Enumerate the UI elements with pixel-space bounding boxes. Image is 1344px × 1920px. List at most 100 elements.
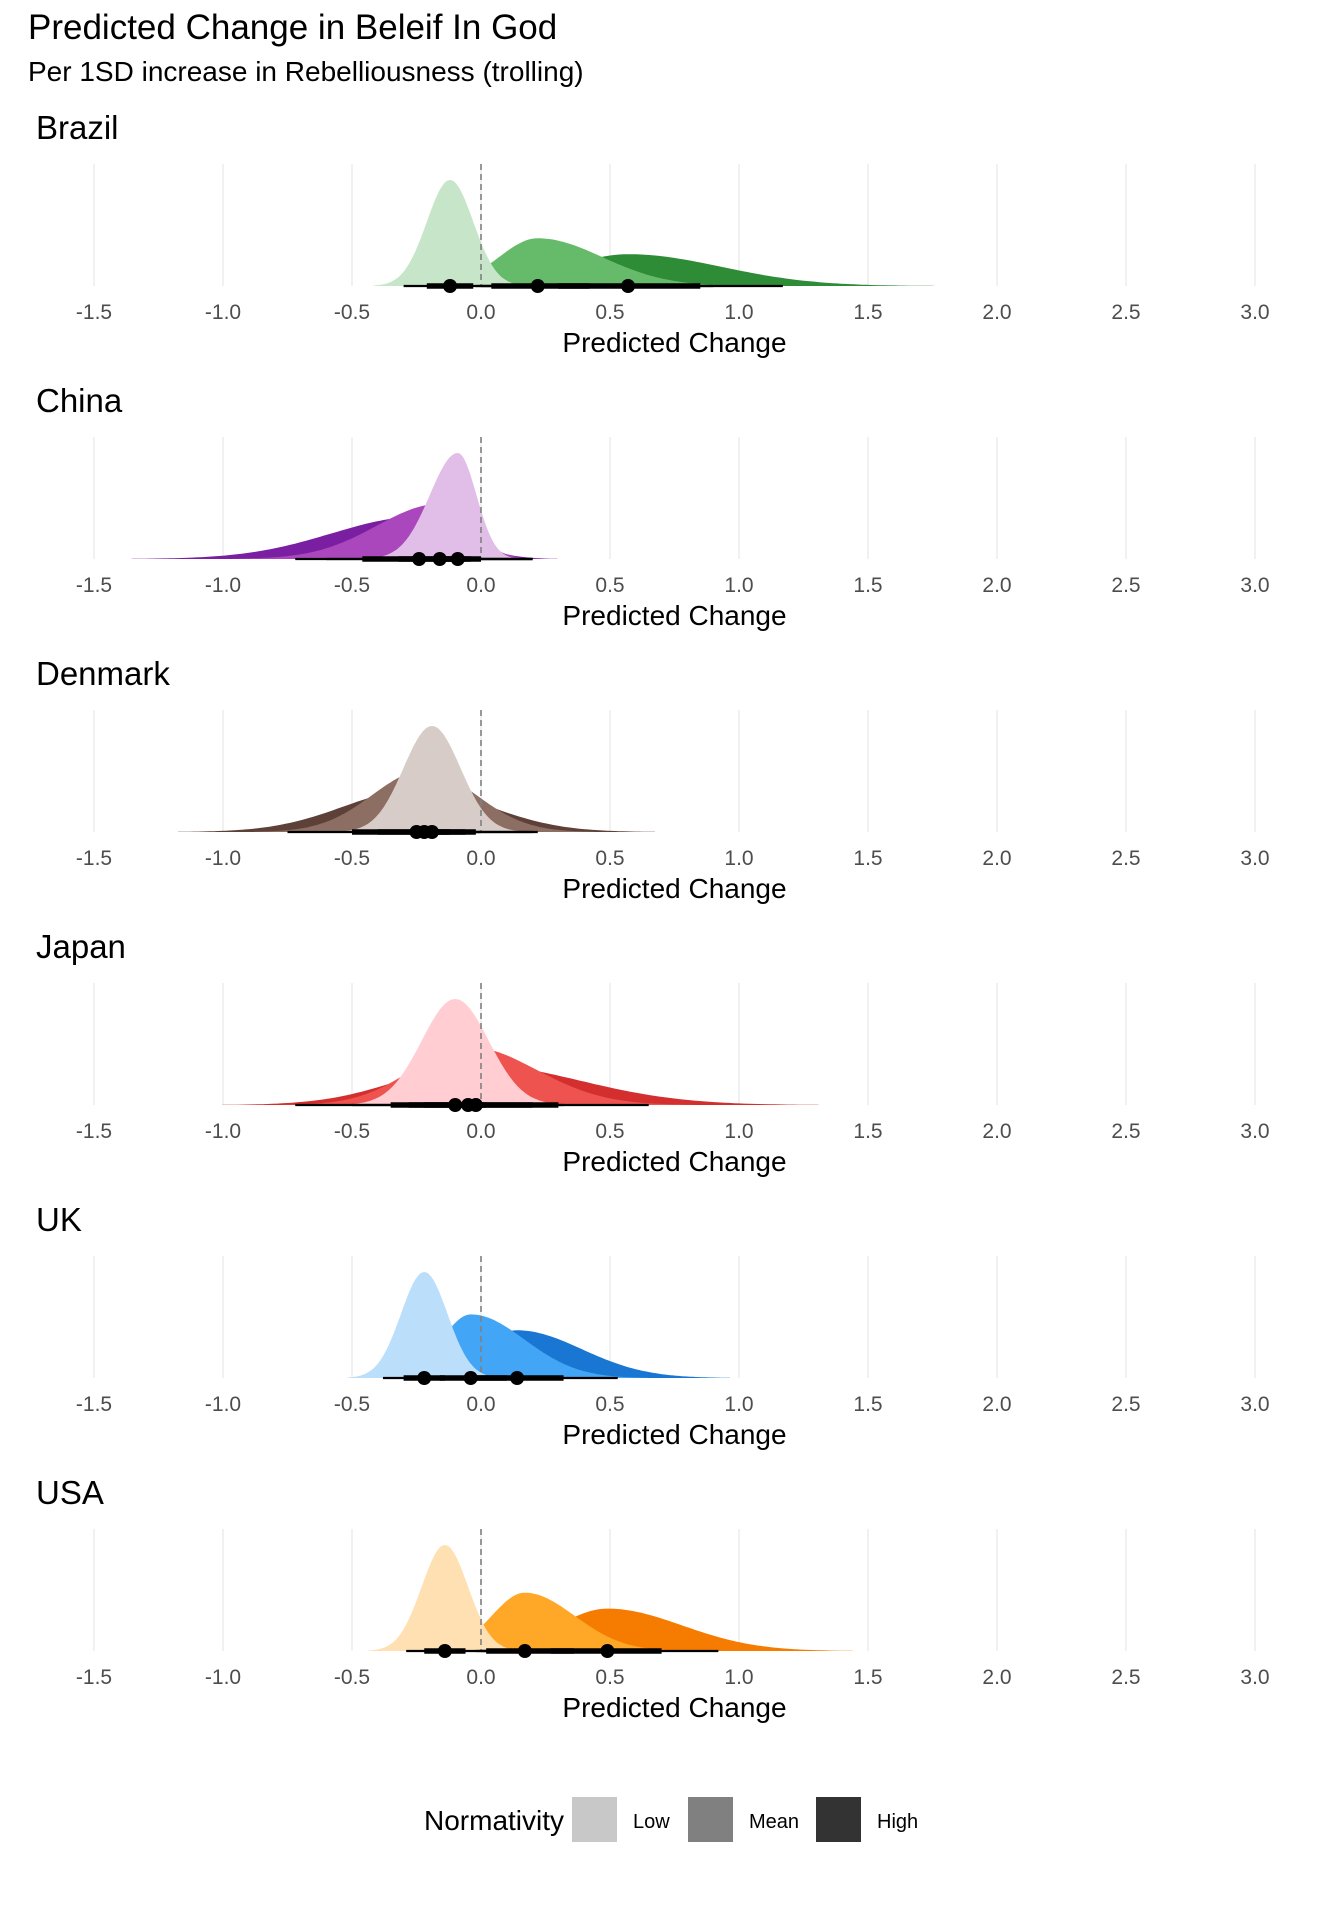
- median-point-high: [468, 1098, 483, 1112]
- panel-china: China -1.5 -1.0 -0.5 0.0 0.5 1.0 1.5 2.0 2.5 3.0 Pr…: [36, 382, 1270, 631]
- median-point-low: [437, 1644, 452, 1658]
- x-tick-label: 1.5: [853, 574, 882, 597]
- x-tick-label: 0.0: [466, 574, 495, 597]
- x-tick-label: 1.0: [724, 847, 753, 870]
- x-tick-label: 1.0: [724, 1120, 753, 1143]
- x-tick-label: -1.0: [205, 1393, 241, 1416]
- x-tick-label: 2.0: [982, 1120, 1011, 1143]
- x-tick-label: 3.0: [1240, 1393, 1269, 1416]
- x-tick-label: -0.5: [334, 1393, 370, 1416]
- x-tick-label: 1.0: [724, 1666, 753, 1689]
- x-axis-title: Predicted Change: [562, 1419, 786, 1450]
- x-tick-label: -1.0: [205, 847, 241, 870]
- x-tick-label: 3.0: [1240, 1120, 1269, 1143]
- median-point-high: [510, 1371, 525, 1385]
- density-low: [373, 180, 527, 286]
- x-tick-label: 0.0: [466, 1120, 495, 1143]
- x-axis-title: Predicted Change: [562, 1146, 786, 1177]
- legend-key-low: [572, 1797, 617, 1842]
- x-tick-label: 0.5: [595, 301, 624, 324]
- x-tick-label: 2.0: [982, 1393, 1011, 1416]
- x-axis-title: Predicted Change: [562, 600, 786, 631]
- x-tick-label: -0.5: [334, 574, 370, 597]
- legend-key-high: [816, 1797, 861, 1842]
- x-tick-label: -1.5: [76, 301, 112, 324]
- x-tick-label: 3.0: [1240, 1666, 1269, 1689]
- x-tick-label: -1.0: [205, 1666, 241, 1689]
- panel-title: Brazil: [36, 109, 119, 146]
- x-tick-label: -0.5: [334, 847, 370, 870]
- x-tick-label: 2.0: [982, 301, 1011, 324]
- x-tick-label: 1.5: [853, 1666, 882, 1689]
- x-tick-label: 3.0: [1240, 574, 1269, 597]
- x-tick-label: -1.0: [205, 1120, 241, 1143]
- legend-title: Normativity: [424, 1805, 565, 1836]
- legend-label-low: Low: [633, 1811, 670, 1833]
- chart-title: Predicted Change in Beleif In God: [28, 8, 558, 47]
- x-tick-label: 0.5: [595, 1393, 624, 1416]
- x-tick-label: 2.5: [1111, 847, 1140, 870]
- median-point-high: [412, 552, 427, 566]
- x-tick-label: 0.0: [466, 1666, 495, 1689]
- panel-denmark: Denmark -1.5 -1.0 -0.5 0.0 0.5 1.0 1.5 2.0 2.5 3.0…: [36, 655, 1270, 904]
- x-tick-label: 0.5: [595, 1120, 624, 1143]
- x-tick-label: 1.5: [853, 1393, 882, 1416]
- x-tick-label: 2.0: [982, 847, 1011, 870]
- density-low: [338, 726, 526, 832]
- x-tick-label: 2.5: [1111, 574, 1140, 597]
- panel-title: Denmark: [36, 655, 170, 692]
- x-axis-title: Predicted Change: [562, 1692, 786, 1723]
- x-tick-label: 0.5: [595, 574, 624, 597]
- x-tick-label: -1.5: [76, 847, 112, 870]
- legend-label-mean: Mean: [749, 1811, 800, 1833]
- x-tick-label: 1.0: [724, 301, 753, 324]
- panel-brazil: Brazil -1.5 -1.0 -0.5 0.0 0.5 1.0 1.5 2.0 2.5 3.0 P…: [36, 109, 1270, 358]
- x-tick-label: 1.0: [724, 574, 753, 597]
- x-tick-label: -0.5: [334, 301, 370, 324]
- x-tick-label: -1.0: [205, 301, 241, 324]
- chart-subtitle: Per 1SD increase in Rebelliousness (trol…: [28, 56, 584, 87]
- panel-title: China: [36, 382, 123, 419]
- panel-japan: Japan -1.5 -1.0 -0.5 0.0 0.5 1.0 1.5 2.0 2.5 3.0 Pr…: [36, 928, 1270, 1177]
- x-tick-label: 2.0: [982, 574, 1011, 597]
- x-tick-label: -0.5: [334, 1666, 370, 1689]
- median-point-high: [600, 1644, 615, 1658]
- legend-label-high: High: [877, 1811, 919, 1833]
- x-tick-label: 3.0: [1240, 847, 1269, 870]
- x-tick-label: -1.5: [76, 1120, 112, 1143]
- x-tick-label: 0.0: [466, 1393, 495, 1416]
- x-tick-label: 1.5: [853, 1120, 882, 1143]
- x-tick-label: 2.5: [1111, 1666, 1140, 1689]
- x-tick-label: 1.0: [724, 1393, 753, 1416]
- x-tick-label: -1.5: [76, 1393, 112, 1416]
- x-tick-label: 0.5: [595, 1666, 624, 1689]
- panel-title: USA: [36, 1474, 104, 1511]
- median-point-high: [409, 825, 424, 839]
- x-tick-label: -1.5: [76, 1666, 112, 1689]
- density-low: [344, 999, 566, 1105]
- median-point-high: [621, 279, 636, 293]
- panel-title: UK: [36, 1201, 82, 1238]
- x-tick-label: -1.0: [205, 574, 241, 597]
- x-tick-label: 1.5: [853, 847, 882, 870]
- x-tick-label: 2.5: [1111, 1120, 1140, 1143]
- panel-usa: USA -1.5 -1.0 -0.5 0.0 0.5 1.0 1.5 2.0 2.5 3.0 Pred…: [36, 1474, 1270, 1723]
- median-point-low: [443, 279, 458, 293]
- x-axis-title: Predicted Change: [562, 327, 786, 358]
- x-tick-label: 2.5: [1111, 1393, 1140, 1416]
- legend: Normativity Low Mean High: [0, 1797, 1344, 1847]
- panel-uk: UK -1.5 -1.0 -0.5 0.0 0.5 1.0 1.5 2.0 2.5 3.0 Predi…: [36, 1201, 1270, 1450]
- x-tick-label: 0.0: [466, 301, 495, 324]
- panel-title: Japan: [36, 928, 126, 965]
- x-tick-label: -0.5: [334, 1120, 370, 1143]
- faceted-density-plot: Brazil -1.5 -1.0 -0.5 0.0 0.5 1.0 1.5 2.0 2.5 3.0 P…: [36, 109, 1270, 1723]
- x-tick-label: 2.5: [1111, 301, 1140, 324]
- density-low: [368, 1545, 522, 1651]
- x-tick-label: 3.0: [1240, 301, 1269, 324]
- density-low: [347, 1272, 501, 1378]
- x-tick-label: 0.0: [466, 847, 495, 870]
- x-tick-label: 1.5: [853, 301, 882, 324]
- x-tick-label: -1.5: [76, 574, 112, 597]
- legend-key-mean: [688, 1797, 733, 1842]
- x-axis-title: Predicted Change: [562, 873, 786, 904]
